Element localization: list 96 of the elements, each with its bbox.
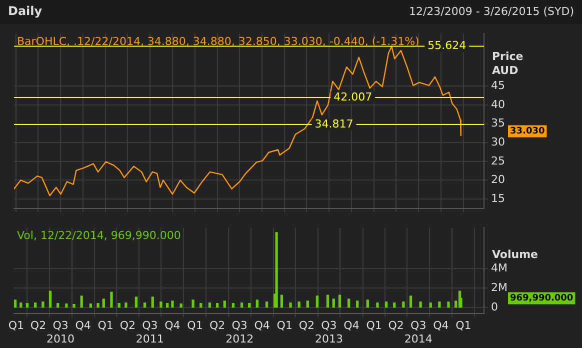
bar [306,300,309,308]
x-tick-label: Q3 2011 [136,319,164,346]
bar [409,296,412,308]
x-tick-label: Q2 [30,319,46,332]
y-tick-label: 25 [491,154,505,168]
ref-line-label: 42.007 [334,90,372,104]
bar [65,304,68,308]
bar [20,302,22,308]
x-tick-label: Q4 [344,319,360,332]
text: 969,990.000 [510,294,574,304]
bar [275,232,278,308]
chart-title: Daily [8,4,42,18]
bar [447,302,450,308]
x-tick-label: Q3 2010 [46,319,75,346]
x-tick-label: Q2 [209,319,226,332]
y-tick-label: 30 [491,135,505,148]
bar [80,296,83,308]
y-tick-label: 20 [491,173,505,186]
bar [298,302,300,308]
x-tick-label: Q1 [187,319,203,332]
bar [419,302,422,308]
x-tick-label: Q1 [276,319,292,332]
chart-subtitle: 12/23/2009 - 3/26/2015 (SYD) [408,5,574,18]
x-tick-label: Q3 2013 [314,319,343,346]
bar [134,296,138,308]
bar [338,294,342,308]
bar [223,300,226,308]
x-tick-label: Q4 [433,319,449,332]
bar [192,300,194,308]
bar [316,296,319,308]
bar [151,296,154,308]
x-tick-label: Q4 [164,319,180,332]
bar [110,292,113,308]
x-tick-label: Q1 [8,319,24,332]
text: 33.030 [510,126,545,137]
bar [429,302,432,308]
ref-line-label: 55.624 [428,39,466,52]
bar [102,298,105,308]
x-tick-label: Q3 2012 [226,319,254,346]
bar [160,302,162,308]
bar [232,303,235,308]
bar [332,298,335,308]
bar [14,300,17,308]
y-tick-label: 45 [491,79,505,92]
bar [248,303,251,308]
bar [366,300,369,308]
y-tick-label: 35 [491,116,505,130]
y-tick-label: 0 [491,300,498,314]
bar [42,302,44,308]
y-tick-label: 4M [491,262,508,275]
annotation: BarOHLC, .12/22/2014, 34.880, 34.880, 32.850, 33.030, -0.440, (-1.31%) [17,34,420,48]
bar [72,304,76,308]
y-tick-label: 15 [491,192,505,205]
bar [402,302,405,308]
bar [124,302,128,308]
bar [376,302,379,308]
y-tick-label: 2M [491,281,508,294]
y-axis-title: Price AUD [492,50,524,77]
bar [180,304,182,308]
x-tick-label: Q1 [456,319,472,332]
bar [384,302,388,308]
bar [347,298,350,308]
x-tick-label: Q2 [388,319,404,332]
bar [34,302,37,308]
bar [438,302,441,308]
bar [326,294,330,308]
bar [56,303,60,308]
x-tick-label: Q4 [75,319,91,332]
bar [280,294,284,308]
bar [89,304,92,308]
y-axis-title: Volume [492,248,538,261]
x-tick-label: Q2 [120,319,136,332]
x-tick-label: Q3 2014 [404,319,432,346]
x-tick-label: Q1 [98,319,114,332]
ref-line-label: 34.817 [314,117,354,130]
bar [289,302,292,308]
bar [118,303,120,308]
bar [356,300,359,308]
x-tick-label: Q4 [254,319,270,332]
x-tick-label: Q1 [366,319,382,332]
bar [256,300,259,308]
y-tick-label: 40 [491,98,505,111]
bar [166,303,169,308]
bar [208,302,212,308]
bar [393,302,396,308]
x-tick-label: Q2 [298,319,315,332]
bar [216,303,219,308]
bar [143,302,146,308]
annotation: Vol, 12/22/2014, 969,990.000 [17,228,181,242]
bar [96,303,100,308]
bar [240,302,244,308]
bar [26,303,29,308]
bar [171,300,174,308]
bar [48,290,52,308]
bar [200,303,202,308]
bar [265,302,268,308]
